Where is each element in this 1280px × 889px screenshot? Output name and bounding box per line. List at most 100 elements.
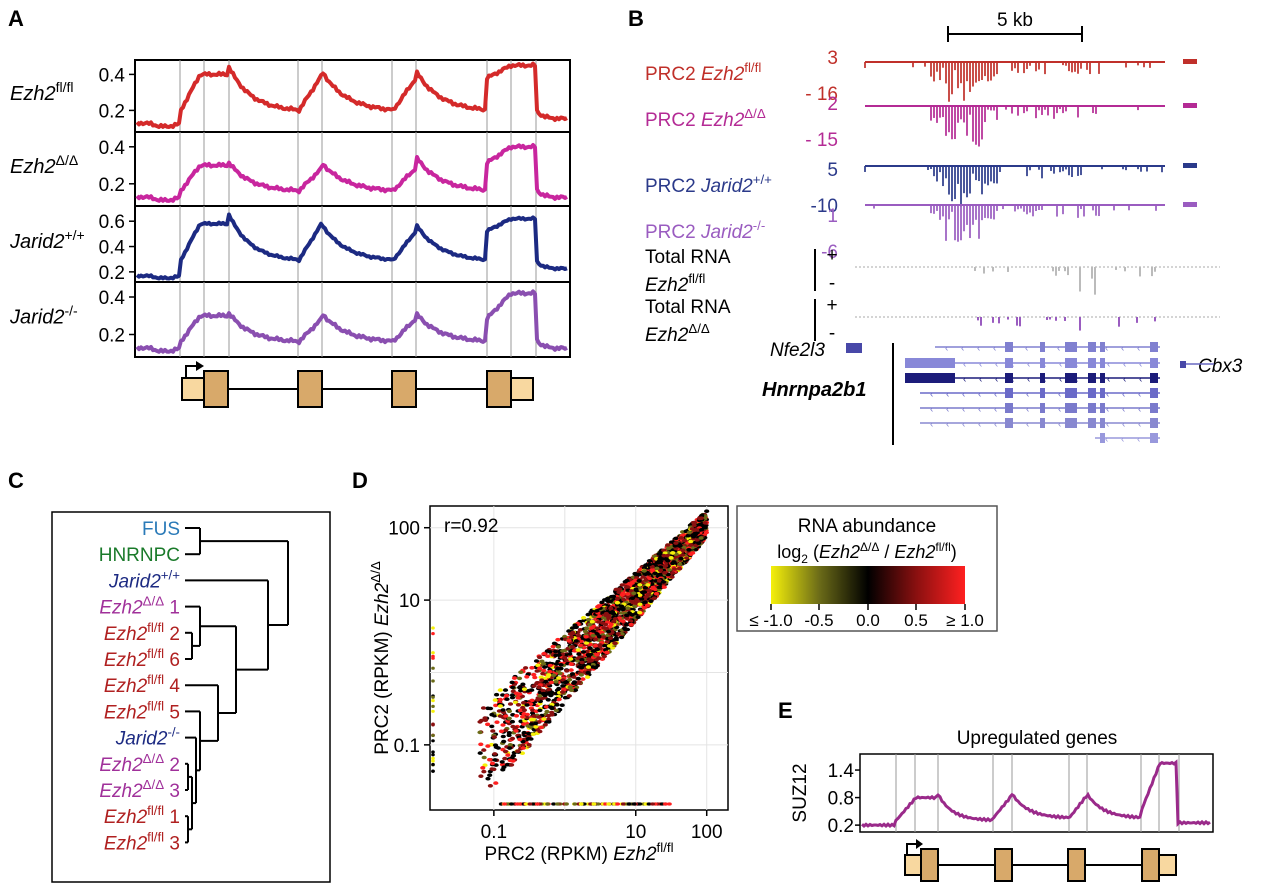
strand-arrow: ‹	[978, 389, 981, 400]
data-point	[494, 720, 500, 724]
data-point	[509, 719, 515, 724]
data-point	[502, 688, 509, 692]
data-point	[431, 632, 435, 636]
legend-tick-label: 0.5	[904, 611, 928, 630]
strand-arrow: ‹	[1121, 343, 1124, 354]
data-point	[515, 703, 522, 707]
data-point	[431, 656, 435, 660]
profile-line	[135, 289, 568, 354]
data-point	[431, 750, 435, 754]
color-legend: RNA abundance log2 (Ezh2Δ/Δ / Ezh2fl/fl) ≤…	[736, 505, 998, 632]
data-point	[702, 521, 708, 525]
data-point	[521, 708, 528, 712]
data-point	[600, 621, 606, 625]
data-point	[502, 749, 509, 754]
data-point	[500, 723, 506, 727]
data-point	[517, 692, 523, 696]
data-point	[678, 556, 684, 561]
data-point	[642, 585, 649, 590]
data-point	[571, 675, 577, 679]
data-point	[497, 688, 503, 692]
data-point	[493, 781, 499, 785]
data-point	[558, 666, 564, 671]
strand-arrow: ‹	[1026, 419, 1029, 430]
data-point	[637, 610, 643, 615]
signal-bar	[1183, 163, 1197, 168]
data-point	[546, 687, 552, 692]
leaf-label: Jarid2+/+	[108, 567, 180, 592]
data-point	[587, 642, 593, 647]
isoform-exon	[1040, 373, 1045, 383]
panel-a-row-frame	[134, 281, 571, 358]
rna-track-sample: Ezh2Δ/Δ	[645, 321, 710, 346]
panel-a-gene-model	[181, 361, 534, 408]
data-point	[556, 697, 562, 702]
track-label: PRC2 Jarid2+/+	[645, 172, 772, 197]
strand-arrow: ‹	[1123, 374, 1126, 385]
data-point	[668, 556, 674, 560]
data-point	[591, 649, 597, 653]
data-point	[666, 568, 673, 572]
data-point	[431, 666, 435, 670]
strand-arrow: ‹	[1107, 359, 1110, 370]
strand-arrow: ‹	[963, 374, 966, 385]
data-point	[691, 523, 697, 528]
data-point	[545, 802, 550, 806]
data-point	[507, 743, 513, 747]
isoform-exon	[1005, 342, 1013, 352]
data-point	[661, 553, 667, 558]
data-point	[676, 566, 682, 571]
strand-arrow: ‹	[1139, 359, 1142, 370]
data-point	[699, 528, 705, 532]
data-point	[541, 668, 547, 673]
strand-arrow: ‹	[994, 419, 997, 430]
strand-arrow: ‹	[1105, 343, 1108, 354]
data-point	[673, 541, 679, 545]
data-point	[487, 757, 493, 762]
data-point	[590, 665, 596, 669]
panel-c-label: C	[8, 468, 24, 493]
isoform-exon	[1150, 388, 1158, 398]
isoform-exon	[1072, 373, 1077, 383]
data-point	[626, 802, 632, 806]
data-point	[599, 600, 605, 605]
data-point	[585, 675, 591, 679]
data-point	[499, 762, 505, 767]
data-point	[545, 674, 551, 679]
data-point	[583, 641, 590, 645]
data-point	[564, 802, 569, 806]
data-point	[523, 666, 529, 670]
data-point	[594, 609, 600, 613]
data-point	[551, 641, 558, 646]
data-point	[663, 802, 668, 806]
data-point	[703, 530, 710, 535]
data-point	[569, 672, 576, 676]
strand-arrow: ‹	[978, 404, 981, 415]
data-point	[590, 629, 596, 633]
isoform-exon	[1150, 433, 1158, 443]
data-point	[542, 723, 548, 727]
data-point	[520, 715, 526, 719]
data-point	[431, 679, 435, 683]
data-point	[587, 622, 593, 627]
data-point	[520, 739, 526, 744]
strand-arrow: ‹	[1058, 389, 1061, 400]
data-point	[569, 626, 576, 630]
data-point	[625, 606, 631, 610]
data-point	[524, 675, 530, 679]
data-point	[547, 663, 553, 668]
isoform-exon	[1072, 418, 1077, 428]
data-point	[517, 708, 524, 713]
strand-arrow: ‹	[1106, 404, 1109, 415]
panel-a-profiles: 0.4 0.2 Ezh2fl/fl 0.4 0.2 Ezh2Δ/Δ 0.6 0.4 0.2 Jar…	[9, 59, 571, 358]
data-point	[524, 715, 530, 720]
strand-arrow: ‹	[1138, 389, 1141, 400]
rna-track-label: Total RNA	[645, 297, 731, 318]
panel-a-row-frame	[134, 205, 571, 283]
data-point	[498, 729, 505, 734]
data-point	[648, 599, 654, 603]
data-point	[698, 516, 705, 520]
data-point	[686, 548, 692, 552]
data-point	[480, 766, 486, 770]
data-point	[526, 731, 532, 736]
